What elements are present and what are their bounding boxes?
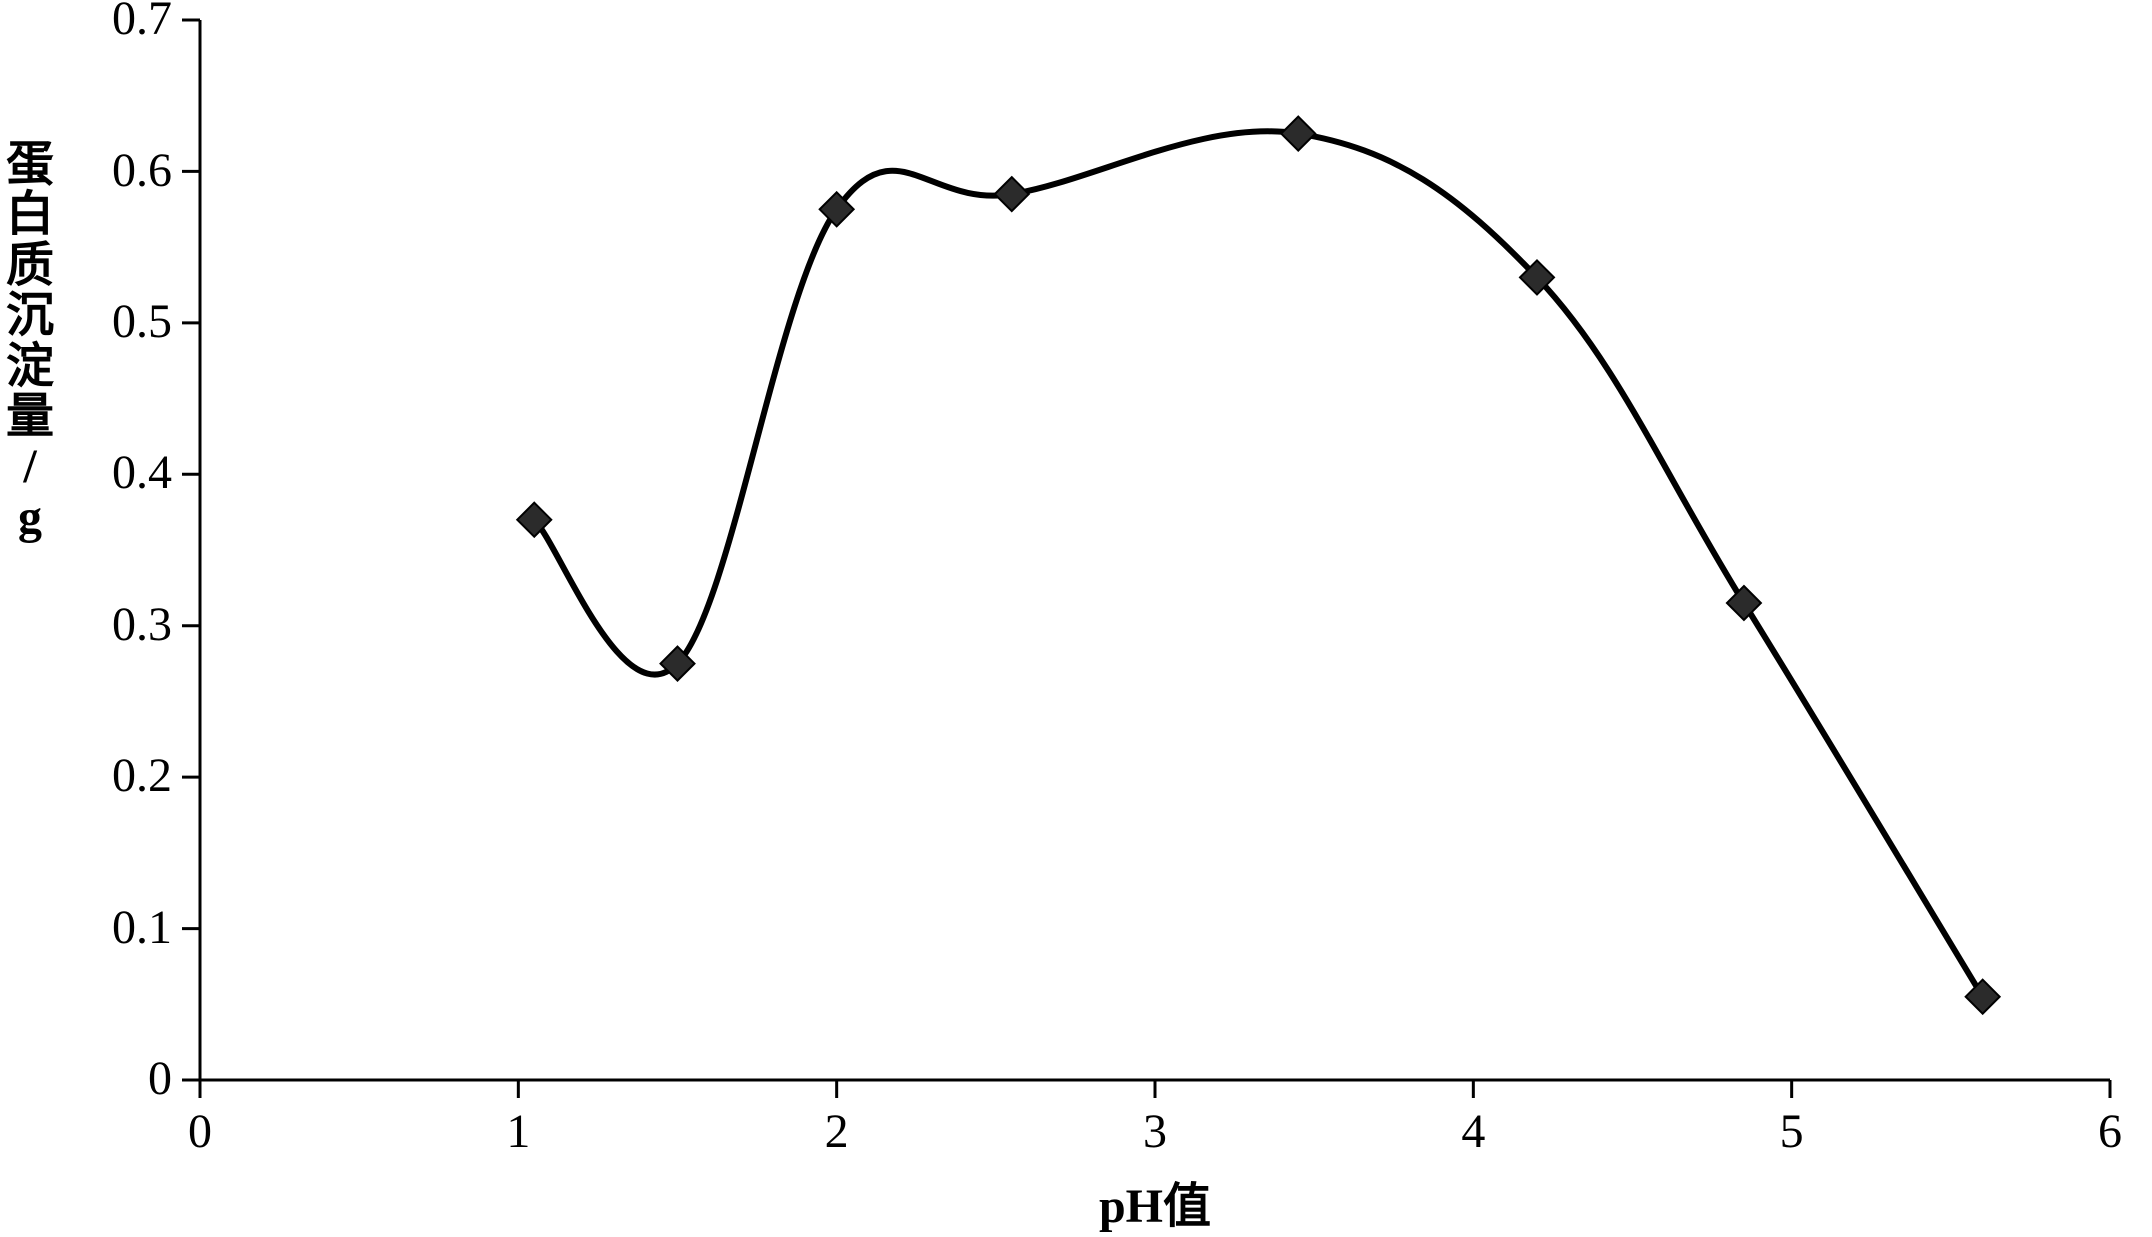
x-tick-label: 6 bbox=[2080, 1104, 2140, 1159]
data-marker bbox=[995, 177, 1029, 211]
y-tick-label: 0.7 bbox=[62, 0, 172, 46]
y-axis-label-char: 白 bbox=[0, 190, 60, 240]
y-tick-label: 0.1 bbox=[62, 900, 172, 955]
chart-container: 蛋白质沉淀量/g pH值 0 0.1 0.2 0.3 0.4 0.5 0.6 0.7 0 1 2 3 4… bbox=[0, 0, 2152, 1237]
data-marker bbox=[1281, 117, 1315, 151]
y-tick-label: 0.4 bbox=[62, 445, 172, 500]
x-tick-label: 5 bbox=[1762, 1104, 1822, 1159]
y-tick-label: 0.3 bbox=[62, 597, 172, 652]
x-tick-label: 4 bbox=[1443, 1104, 1503, 1159]
y-axis-label-char: g bbox=[0, 493, 60, 543]
x-tick-label: 1 bbox=[488, 1104, 548, 1159]
y-axis-label: 蛋白质沉淀量/g bbox=[0, 140, 60, 543]
y-axis-label-char: 量 bbox=[0, 392, 60, 442]
y-axis-label-char: 蛋 bbox=[0, 140, 60, 190]
x-tick-label: 3 bbox=[1125, 1104, 1185, 1159]
y-axis-label-char: 淀 bbox=[0, 342, 60, 392]
y-axis-label-char: 沉 bbox=[0, 291, 60, 341]
data-marker bbox=[1727, 586, 1761, 620]
x-tick-label: 0 bbox=[170, 1104, 230, 1159]
y-axis-label-char: / bbox=[0, 442, 60, 492]
y-tick-label: 0 bbox=[62, 1051, 172, 1106]
x-tick-label: 2 bbox=[807, 1104, 867, 1159]
data-line bbox=[534, 131, 1982, 996]
y-tick-label: 0.5 bbox=[62, 294, 172, 349]
x-axis-label: pH值 bbox=[1055, 1166, 1255, 1236]
y-tick-label: 0.2 bbox=[62, 748, 172, 803]
chart-svg bbox=[0, 0, 2152, 1237]
data-marker bbox=[1966, 980, 2000, 1014]
y-tick-label: 0.6 bbox=[62, 143, 172, 198]
y-axis-label-char: 质 bbox=[0, 241, 60, 291]
